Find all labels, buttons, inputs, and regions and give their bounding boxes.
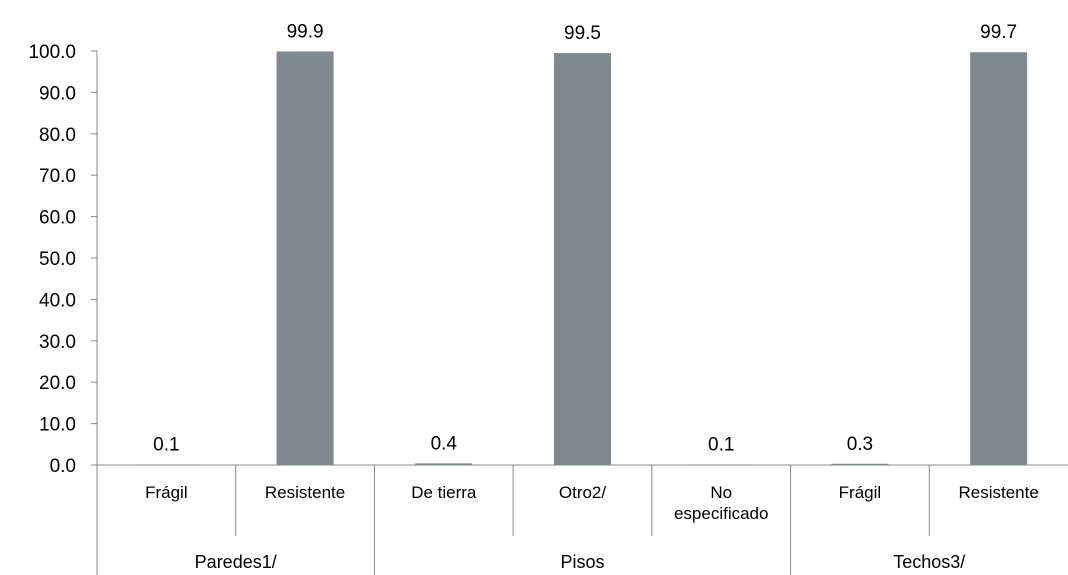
y-tick-label: 60.0 [39,208,76,229]
data-label: 0.4 [431,433,458,454]
category-label: Frágil [145,483,188,502]
data-label: 0.3 [847,434,873,455]
y-tick-label: 70.0 [39,166,76,187]
category-label: especificado [674,504,769,523]
y-tick-label: 20.0 [39,373,76,394]
y-tick-label: 90.0 [39,83,76,104]
group-label: Paredes1/ [195,552,277,572]
bar [137,464,195,466]
y-tick-label: 50.0 [39,249,76,270]
bar [692,464,750,466]
bar [276,51,334,465]
y-tick-label: 100.0 [28,42,76,63]
data-label: 99.5 [564,23,601,44]
data-label: 99.9 [287,21,324,42]
category-label: Resistente [958,483,1038,502]
category-label: No [710,483,732,502]
y-tick-label: 10.0 [39,415,76,436]
data-label: 0.1 [708,435,734,456]
category-label: Otro2/ [559,483,607,502]
y-tick-label: 30.0 [39,332,76,353]
group-label: Techos3/ [893,552,965,572]
y-tick-label: 40.0 [39,290,76,311]
bar [415,463,473,465]
data-label: 0.1 [153,435,179,456]
axes: 0.0 10.0 20.0 30.0 40.0 50.0 60.0 70.0 80.0 90.0 1… [28,42,1068,575]
y-tick-label: 80.0 [39,125,76,146]
bar [970,52,1028,465]
bar [831,463,889,465]
bar [554,53,611,465]
category-label: Frágil [839,483,882,502]
y-tick-label: 0.0 [50,456,76,477]
labels: 0.1 Frágil 99.9 Resistente 0.4 De tierra 99.5 O… [145,21,1039,572]
data-label: 99.7 [980,22,1017,43]
group-label: Pisos [560,552,604,572]
category-label: De tierra [411,483,477,502]
bars [137,51,1028,466]
category-label: Resistente [265,483,345,502]
